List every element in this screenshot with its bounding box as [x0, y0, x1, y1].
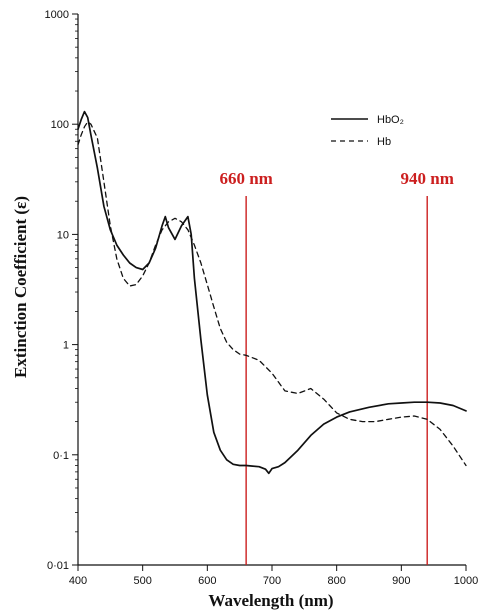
legend-hb-label: Hb	[377, 136, 391, 148]
x-tick-label: 600	[198, 575, 216, 587]
x-tick-label: 900	[392, 575, 410, 587]
marker-label-660: 660 nm	[219, 169, 272, 188]
y-tick-label: 100	[51, 119, 69, 131]
data-series	[77, 110, 467, 475]
y-tick-label: 0·01	[47, 560, 69, 572]
hb-curve	[77, 121, 467, 467]
x-tick-label: 400	[69, 575, 87, 587]
x-axis-ticks: 400 500 600 700 800 900 1000	[69, 565, 478, 587]
chart-axes: 0·01 0·1 1 10 100 1000 400 500 600 700 800 900 1000	[45, 9, 479, 587]
hbo2-curve	[77, 110, 467, 475]
y-tick-label: 0·1	[53, 450, 69, 462]
x-axis-label: Wavelength (nm)	[208, 591, 333, 610]
x-tick-label: 800	[327, 575, 345, 587]
y-axis-label: Extinction Coefficient (ε)	[11, 196, 30, 378]
marker-label-940: 940 nm	[401, 169, 454, 188]
wavelength-markers: 660 nm 940 nm	[219, 169, 454, 565]
legend-hbo2-label: HbO₂	[377, 114, 404, 126]
x-tick-label: 500	[133, 575, 151, 587]
x-tick-label: 700	[263, 575, 281, 587]
y-tick-label: 1	[63, 340, 69, 352]
y-tick-label: 1000	[45, 9, 69, 21]
y-tick-label: 10	[57, 229, 69, 241]
chart-legend: HbO₂ Hb	[331, 114, 404, 148]
x-tick-label: 1000	[454, 575, 478, 587]
y-axis-ticks: 0·01 0·1 1 10 100 1000	[45, 9, 78, 572]
